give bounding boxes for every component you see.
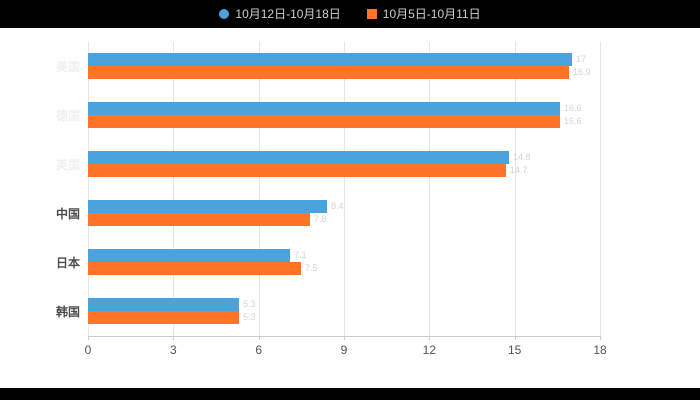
category-label: 英国 <box>55 157 80 172</box>
value-label: 14.8 <box>513 152 531 162</box>
gridline <box>429 42 431 336</box>
gridline <box>88 42 89 336</box>
x-tick-label: 0 <box>84 343 92 357</box>
value-label: 16.9 <box>573 67 591 77</box>
bar-row: 16.6 16.6 <box>88 91 600 140</box>
x-axis-tick <box>88 336 89 340</box>
x-axis-line <box>88 336 600 337</box>
gridline <box>173 42 175 336</box>
legend-label: 10月5日-10月11日 <box>382 7 481 21</box>
category-label: 日本 <box>55 255 80 270</box>
gridline <box>514 42 516 336</box>
x-tick-label: 15 <box>507 343 522 357</box>
value-label: 17 <box>576 54 587 64</box>
value-label: 7.8 <box>314 214 327 224</box>
x-tick-label: 12 <box>422 343 436 357</box>
category-label: 韩国 <box>55 304 80 319</box>
x-axis-tick <box>600 336 601 340</box>
bar[interactable] <box>88 262 301 275</box>
bar[interactable] <box>88 249 290 262</box>
legend-circle-icon <box>219 9 230 19</box>
bar[interactable] <box>88 164 506 177</box>
category-label: 中国 <box>55 206 80 221</box>
legend-label: 10月12日-10月18日 <box>235 7 341 21</box>
bar-row: 7.1 7.5 <box>88 238 600 287</box>
bar[interactable] <box>88 102 560 115</box>
legend-item-week-previous[interactable]: 10月5日-10月11日 <box>366 7 481 21</box>
chart-legend: 10月12日-10月18日 10月5日-10月11日 <box>0 0 700 28</box>
bar-row: 8.4 7.8 <box>88 189 600 238</box>
x-axis-tick <box>258 336 260 340</box>
legend-square-icon <box>366 9 377 19</box>
bar[interactable] <box>88 200 327 213</box>
value-label: 16.6 <box>564 116 582 126</box>
value-label: 5.3 <box>243 299 256 309</box>
value-label: 7.5 <box>305 263 318 273</box>
bar-row: 5.3 5.3 <box>88 287 600 336</box>
x-axis-tick <box>173 336 175 340</box>
x-axis-tick <box>344 336 345 340</box>
bar[interactable] <box>88 115 560 128</box>
bar[interactable] <box>88 298 239 311</box>
value-label: 8.4 <box>331 201 344 211</box>
value-label: 14.7 <box>510 165 528 175</box>
x-tick-label: 9 <box>340 343 348 357</box>
category-label: 美国 <box>55 59 80 74</box>
bar-row: 17 16.9 <box>88 42 600 91</box>
x-tick-label: 6 <box>255 343 262 357</box>
x-axis-tick <box>514 336 516 340</box>
x-tick-label: 3 <box>169 343 177 357</box>
bar[interactable] <box>88 66 569 79</box>
bar[interactable] <box>88 213 310 226</box>
x-axis-tick <box>429 336 431 340</box>
value-label: 16.6 <box>564 103 582 113</box>
gridline <box>258 42 260 336</box>
value-label: 5.3 <box>243 312 256 322</box>
gridline <box>600 42 601 336</box>
gridline <box>344 42 345 336</box>
value-label: 7.1 <box>294 250 307 260</box>
bar[interactable] <box>88 151 509 164</box>
chart-panel: 0 3 6 9 12 15 18 美国 17 16.9 德国 16.6 16.6 英国 14.8 14.7 中国… <box>0 28 700 388</box>
bar[interactable] <box>88 53 572 66</box>
legend-item-week-current[interactable]: 10月12日-10月18日 <box>219 7 341 21</box>
category-label: 德国 <box>55 108 80 123</box>
x-tick-label: 18 <box>593 343 607 357</box>
bar-row: 14.8 14.7 <box>88 140 600 189</box>
bar[interactable] <box>88 311 239 324</box>
